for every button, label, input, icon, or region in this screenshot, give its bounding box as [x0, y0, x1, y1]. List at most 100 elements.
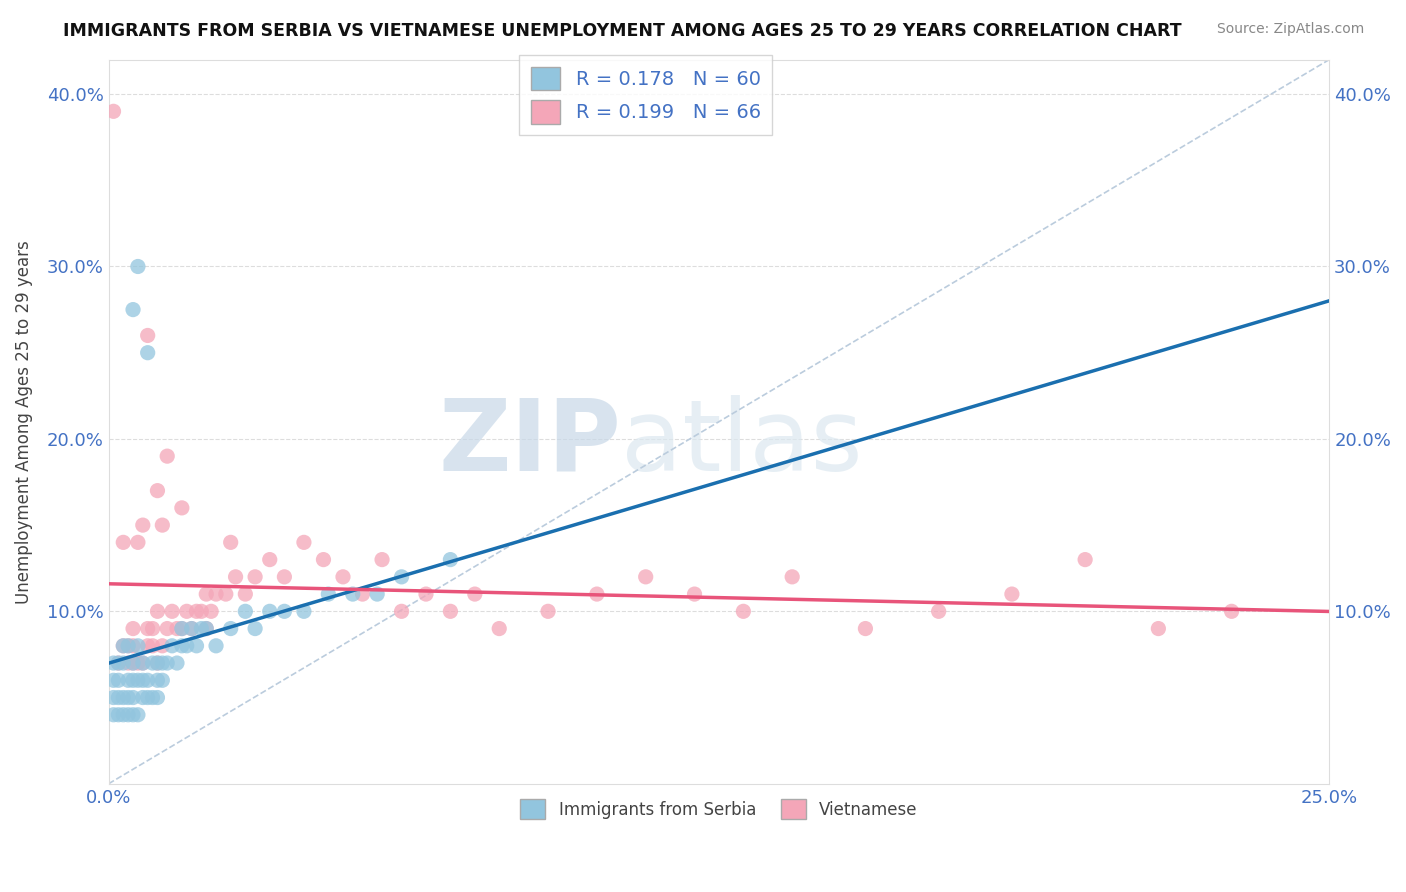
Point: [136, 345, 159, 359]
Point: [464, 587, 486, 601]
Point: [122, 622, 145, 636]
Point: [132, 656, 155, 670]
Point: [215, 587, 238, 601]
Point: [142, 690, 165, 705]
Point: [103, 690, 125, 705]
Point: [117, 707, 139, 722]
Point: [312, 552, 335, 566]
Point: [136, 690, 159, 705]
Point: [439, 552, 461, 566]
Point: [195, 587, 218, 601]
Point: [107, 690, 129, 705]
Point: [160, 639, 183, 653]
Point: [107, 707, 129, 722]
Point: [112, 639, 135, 653]
Point: [190, 622, 212, 636]
Point: [1001, 587, 1024, 601]
Point: [146, 483, 169, 498]
Point: [180, 622, 202, 636]
Text: Source: ZipAtlas.com: Source: ZipAtlas.com: [1216, 22, 1364, 37]
Point: [117, 639, 139, 653]
Point: [780, 570, 803, 584]
Point: [103, 104, 125, 119]
Point: [156, 449, 179, 463]
Point: [634, 570, 657, 584]
Point: [586, 587, 609, 601]
Point: [200, 604, 222, 618]
Point: [136, 639, 159, 653]
Point: [205, 639, 228, 653]
Point: [733, 604, 755, 618]
Point: [855, 622, 877, 636]
Point: [683, 587, 706, 601]
Point: [150, 518, 173, 533]
Point: [146, 604, 169, 618]
Point: [112, 656, 135, 670]
Point: [107, 673, 129, 688]
Point: [122, 302, 145, 317]
Point: [142, 656, 165, 670]
Point: [127, 639, 149, 653]
Point: [332, 570, 354, 584]
Point: [117, 639, 139, 653]
Point: [415, 587, 437, 601]
Point: [1220, 604, 1243, 618]
Point: [132, 518, 155, 533]
Point: [112, 690, 135, 705]
Point: [391, 604, 413, 618]
Point: [292, 604, 315, 618]
Point: [132, 656, 155, 670]
Point: [127, 707, 149, 722]
Point: [186, 639, 208, 653]
Point: [195, 622, 218, 636]
Point: [170, 639, 193, 653]
Text: IMMIGRANTS FROM SERBIA VS VIETNAMESE UNEMPLOYMENT AMONG AGES 25 TO 29 YEARS CORR: IMMIGRANTS FROM SERBIA VS VIETNAMESE UNE…: [63, 22, 1182, 40]
Point: [259, 552, 281, 566]
Point: [1147, 622, 1170, 636]
Point: [195, 622, 218, 636]
Point: [180, 622, 202, 636]
Point: [136, 622, 159, 636]
Point: [103, 656, 125, 670]
Point: [107, 656, 129, 670]
Point: [117, 656, 139, 670]
Point: [292, 535, 315, 549]
Point: [273, 604, 295, 618]
Point: [127, 260, 149, 274]
Point: [122, 639, 145, 653]
Point: [136, 673, 159, 688]
Point: [371, 552, 394, 566]
Point: [233, 587, 256, 601]
Point: [127, 535, 149, 549]
Point: [160, 604, 183, 618]
Point: [439, 604, 461, 618]
Point: [243, 622, 266, 636]
Point: [132, 673, 155, 688]
Point: [170, 622, 193, 636]
Point: [352, 587, 374, 601]
Point: [928, 604, 950, 618]
Point: [537, 604, 560, 618]
Point: [150, 639, 173, 653]
Point: [122, 656, 145, 670]
Point: [318, 587, 340, 601]
Point: [342, 587, 364, 601]
Point: [112, 707, 135, 722]
Point: [103, 707, 125, 722]
Point: [391, 570, 413, 584]
Point: [122, 656, 145, 670]
Point: [243, 570, 266, 584]
Point: [127, 656, 149, 670]
Point: [132, 690, 155, 705]
Point: [166, 656, 188, 670]
Point: [142, 622, 165, 636]
Text: atlas: atlas: [621, 395, 863, 491]
Point: [366, 587, 388, 601]
Y-axis label: Unemployment Among Ages 25 to 29 years: Unemployment Among Ages 25 to 29 years: [15, 240, 32, 604]
Point: [488, 622, 510, 636]
Point: [156, 656, 179, 670]
Point: [103, 673, 125, 688]
Point: [219, 535, 242, 549]
Point: [273, 570, 295, 584]
Point: [136, 328, 159, 343]
